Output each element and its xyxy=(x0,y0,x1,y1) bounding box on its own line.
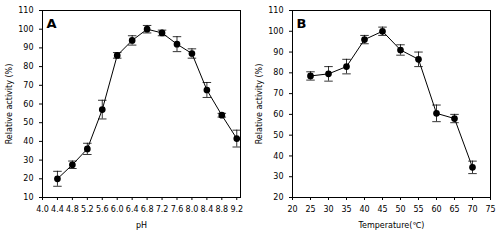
svg-text:5.6: 5.6 xyxy=(96,205,109,214)
svg-text:6.8: 6.8 xyxy=(141,205,154,214)
svg-text:Relative activity (%): Relative activity (%) xyxy=(255,64,264,145)
svg-text:4.0: 4.0 xyxy=(36,205,49,214)
svg-text:8.4: 8.4 xyxy=(201,205,214,214)
svg-text:20: 20 xyxy=(23,174,33,183)
svg-text:Relative activity (%): Relative activity (%) xyxy=(5,64,14,145)
svg-text:60: 60 xyxy=(273,110,283,119)
svg-text:75: 75 xyxy=(485,205,495,214)
svg-text:5.2: 5.2 xyxy=(81,205,94,214)
svg-text:60: 60 xyxy=(431,205,441,214)
svg-text:70: 70 xyxy=(467,205,477,214)
svg-text:25: 25 xyxy=(305,205,315,214)
svg-text:8.0: 8.0 xyxy=(186,205,199,214)
svg-text:40: 40 xyxy=(273,152,283,161)
svg-text:30: 30 xyxy=(23,156,33,165)
svg-text:90: 90 xyxy=(23,43,33,52)
svg-text:30: 30 xyxy=(273,172,283,181)
svg-text:50: 50 xyxy=(23,118,33,127)
svg-text:60: 60 xyxy=(23,100,33,109)
svg-text:4.8: 4.8 xyxy=(66,205,79,214)
svg-text:50: 50 xyxy=(273,131,283,140)
svg-text:Temperature(℃): Temperature(℃) xyxy=(358,221,425,230)
svg-text:110: 110 xyxy=(268,6,283,15)
svg-text:45: 45 xyxy=(377,205,387,214)
svg-text:8.8: 8.8 xyxy=(215,205,228,214)
svg-text:6.0: 6.0 xyxy=(111,205,124,214)
svg-text:B: B xyxy=(297,16,307,31)
svg-text:pH: pH xyxy=(136,221,147,230)
svg-text:90: 90 xyxy=(273,48,283,57)
svg-text:A: A xyxy=(47,16,57,31)
svg-text:9.2: 9.2 xyxy=(230,205,243,214)
svg-text:80: 80 xyxy=(23,62,33,71)
svg-text:30: 30 xyxy=(323,205,333,214)
svg-text:6.4: 6.4 xyxy=(126,205,139,214)
svg-text:100: 100 xyxy=(18,25,33,34)
svg-text:50: 50 xyxy=(395,205,405,214)
svg-text:100: 100 xyxy=(268,27,283,36)
svg-text:20: 20 xyxy=(287,205,297,214)
svg-text:70: 70 xyxy=(273,89,283,98)
svg-text:20: 20 xyxy=(273,193,283,202)
svg-text:40: 40 xyxy=(23,137,33,146)
svg-text:80: 80 xyxy=(273,68,283,77)
svg-text:35: 35 xyxy=(341,205,351,214)
svg-text:55: 55 xyxy=(413,205,423,214)
svg-text:65: 65 xyxy=(449,205,459,214)
svg-text:110: 110 xyxy=(18,6,33,15)
svg-text:7.6: 7.6 xyxy=(171,205,184,214)
svg-text:70: 70 xyxy=(23,81,33,90)
svg-text:40: 40 xyxy=(359,205,369,214)
svg-text:4.4: 4.4 xyxy=(51,205,64,214)
svg-text:10: 10 xyxy=(23,193,33,202)
svg-text:7.2: 7.2 xyxy=(156,205,169,214)
